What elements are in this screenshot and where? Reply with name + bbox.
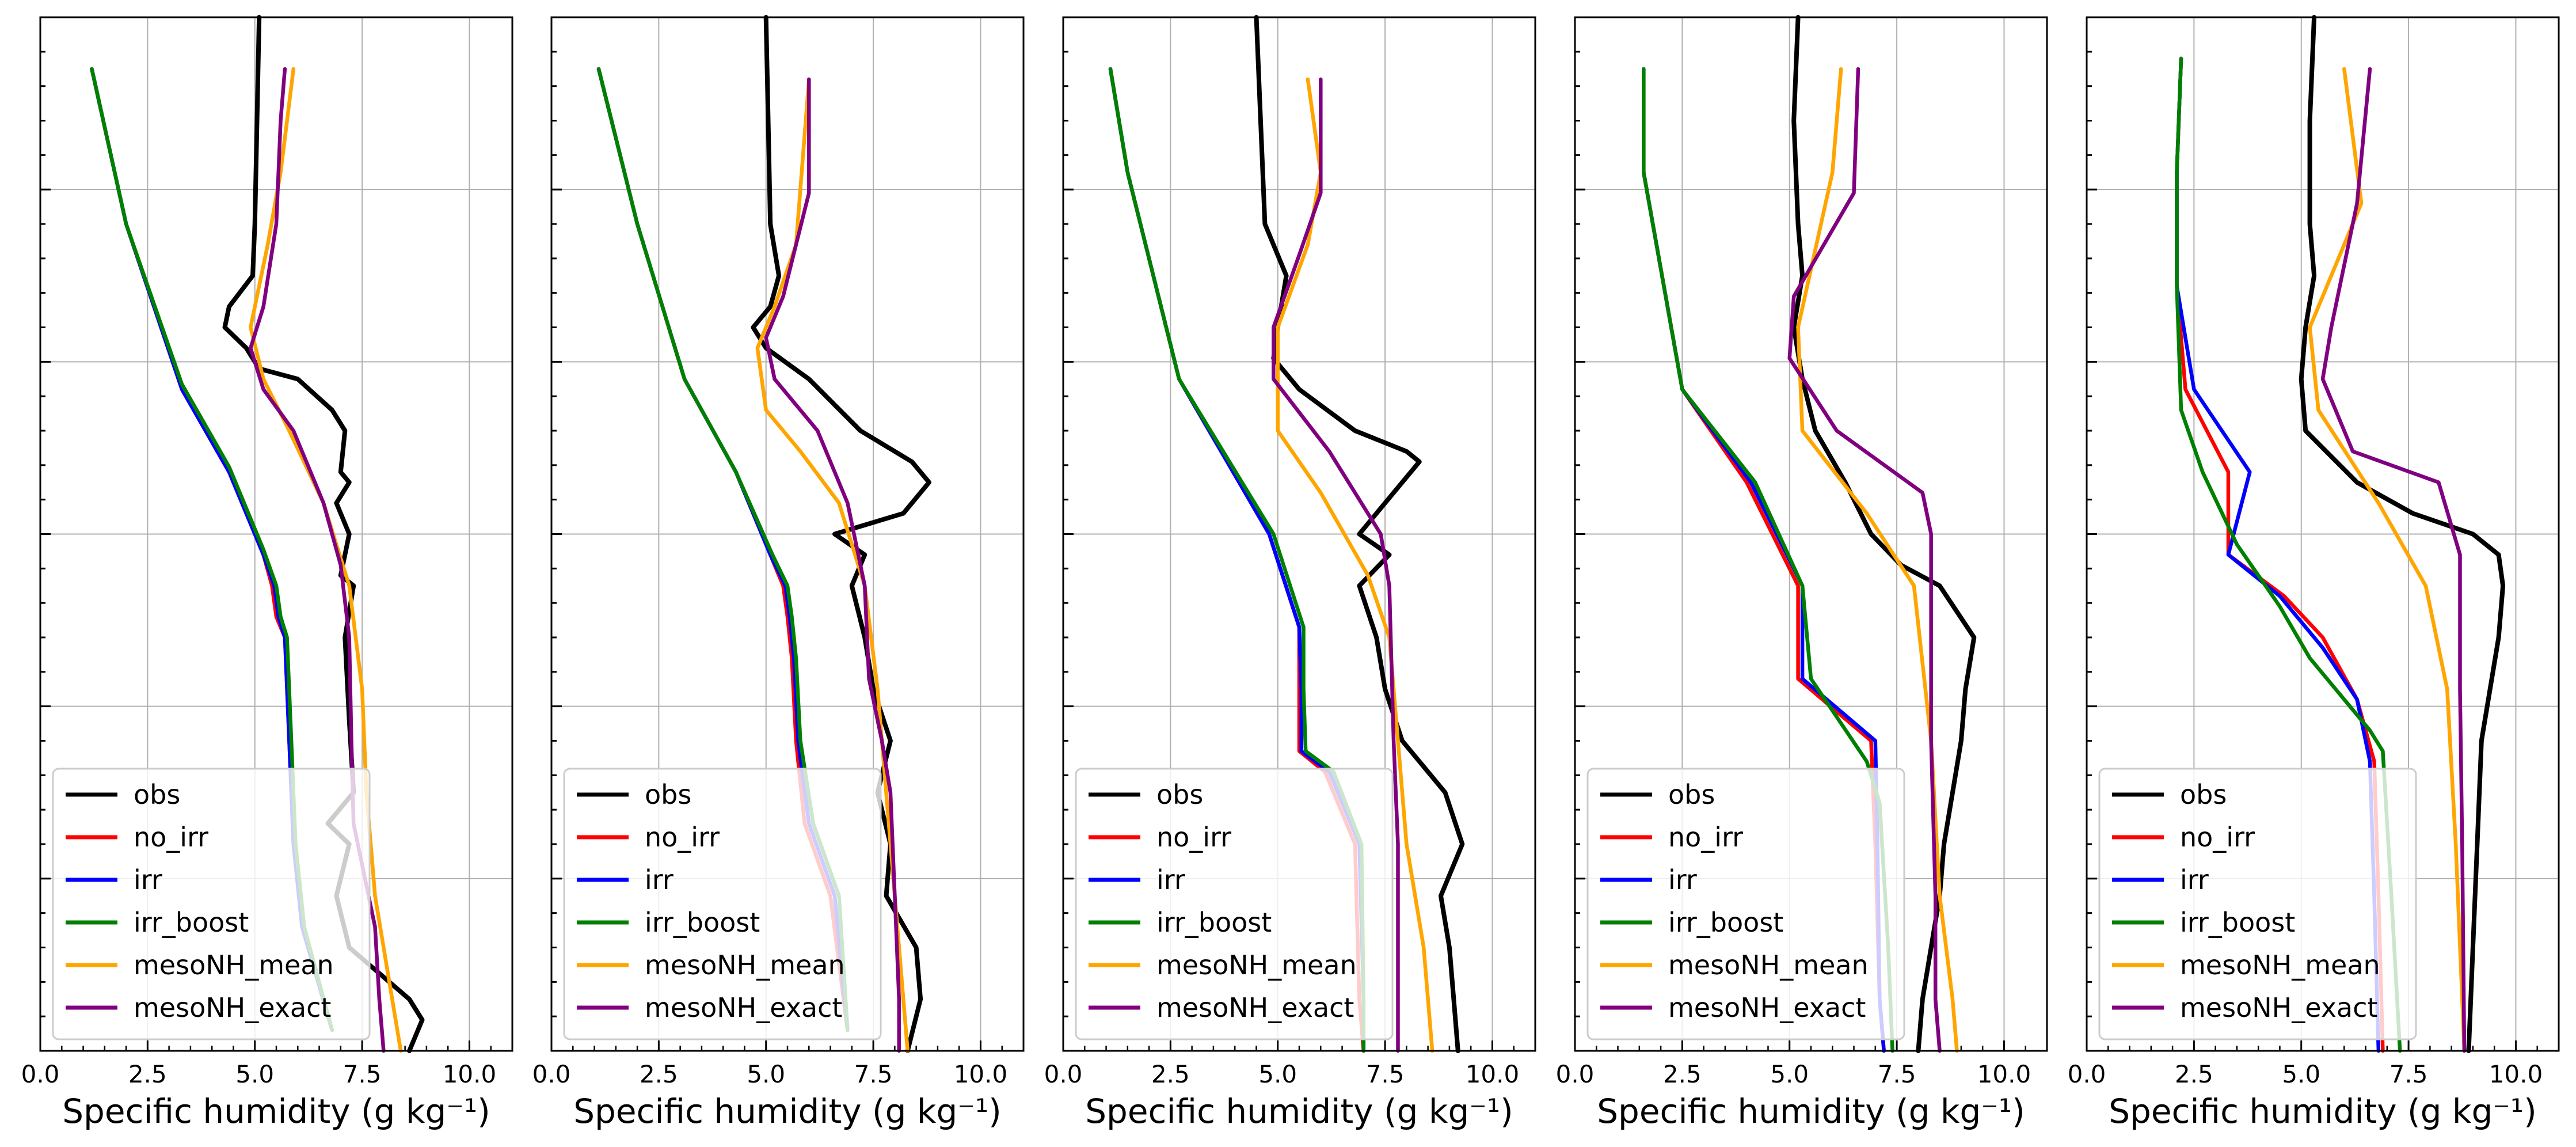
legend-label-obs: obs	[2180, 779, 2227, 810]
legend-label-irr_boost: irr_boost	[134, 907, 249, 938]
x-tick-label: 10.0	[1466, 1060, 1520, 1088]
x-axis-label: Specific humidity (g kg⁻¹)	[62, 1092, 490, 1131]
axes-frame	[1574, 16, 2048, 1052]
x-tick-label: 7.5	[1366, 1060, 1405, 1088]
legend-label-mesoNH_mean: mesoNH_mean	[2180, 949, 2380, 981]
series-line-mesoNH_mean	[1796, 67, 1959, 1053]
x-tick-label: 0.0	[532, 1060, 571, 1088]
axes-frame	[39, 16, 513, 1052]
x-tick-label: 2.5	[1151, 1060, 1190, 1088]
series-line-mesoNH_mean	[2308, 67, 2467, 1053]
legend-box	[1075, 768, 1394, 1040]
legend-label-mesoNH_mean: mesoNH_mean	[1668, 949, 1869, 981]
legend-label-no_irr: no_irr	[645, 822, 720, 853]
legend-label-mesoNH_mean: mesoNH_mean	[134, 949, 334, 981]
x-axis-label: Specific humidity (g kg⁻¹)	[1085, 1092, 1513, 1131]
legend-label-obs: obs	[1668, 779, 1715, 810]
x-tick-label: 0.0	[1556, 1060, 1595, 1088]
series-line-mesoNH_exact	[764, 77, 901, 1053]
axes-frame	[550, 16, 1025, 1052]
x-tick-label: 10.0	[443, 1060, 497, 1088]
x-tick-label: 5.0	[1770, 1060, 1809, 1088]
x-tick-label: 7.5	[2389, 1060, 2428, 1088]
axes-frame	[2086, 16, 2560, 1052]
x-tick-label: 0.0	[2068, 1060, 2106, 1088]
x-tick-label: 0.0	[21, 1060, 60, 1088]
x-tick-label: 0.0	[1044, 1060, 1083, 1088]
x-tick-label: 5.0	[1258, 1060, 1297, 1088]
legend-label-no_irr: no_irr	[1156, 822, 1231, 853]
legend-box	[2098, 768, 2417, 1040]
legend-label-mesoNH_exact: mesoNH_exact	[1156, 992, 1354, 1023]
series-line-mesoNH_exact	[2320, 67, 2467, 1053]
series-line-mesoNH_exact	[249, 67, 386, 1053]
x-tick-label: 2.5	[1663, 1060, 1702, 1088]
x-tick-label: 5.0	[747, 1060, 785, 1088]
axes-frame	[1062, 16, 1536, 1052]
x-tick-label: 10.0	[1977, 1060, 2031, 1088]
legend-label-obs: obs	[134, 779, 180, 810]
legend-label-obs: obs	[645, 779, 691, 810]
legend-label-mesoNH_exact: mesoNH_exact	[134, 992, 331, 1023]
x-axis-label: Specific humidity (g kg⁻¹)	[573, 1092, 1002, 1131]
legend-label-irr: irr	[645, 864, 674, 895]
legend-label-irr: irr	[134, 864, 162, 895]
legend-label-no_irr: no_irr	[1668, 822, 1743, 853]
x-tick-label: 10.0	[954, 1060, 1008, 1088]
series-line-obs	[2299, 15, 2506, 1053]
x-tick-label: 5.0	[2282, 1060, 2320, 1088]
legend-label-no_irr: no_irr	[134, 822, 208, 853]
x-tick-label: 2.5	[640, 1060, 678, 1088]
x-tick-label: 7.5	[343, 1060, 382, 1088]
legend-label-mesoNH_mean: mesoNH_mean	[1156, 949, 1357, 981]
x-tick-label: 7.5	[854, 1060, 893, 1088]
legend-label-irr: irr	[1156, 864, 1185, 895]
legend-label-irr: irr	[2180, 864, 2209, 895]
x-tick-label: 2.5	[2175, 1060, 2213, 1088]
x-tick-label: 10.0	[2489, 1060, 2543, 1088]
legend-label-irr_boost: irr_boost	[1156, 907, 1272, 938]
legend-label-irr: irr	[1668, 864, 1697, 895]
x-tick-label: 5.0	[235, 1060, 274, 1088]
legend-label-irr_boost: irr_boost	[645, 907, 760, 938]
series-line-mesoNH_exact	[1787, 67, 1942, 1053]
legend-label-irr_boost: irr_boost	[1668, 907, 1783, 938]
x-axis-label: Specific humidity (g kg⁻¹)	[2109, 1092, 2537, 1131]
series-line-mesoNH_mean	[1276, 77, 1435, 1053]
legend-box	[1586, 768, 1905, 1040]
legend-label-no_irr: no_irr	[2180, 822, 2255, 853]
legend-box	[563, 768, 882, 1040]
x-tick-label: 7.5	[1878, 1060, 1916, 1088]
x-axis-label: Specific humidity (g kg⁻¹)	[1597, 1092, 2025, 1131]
legend-label-irr_boost: irr_boost	[2180, 907, 2295, 938]
legend-label-mesoNH_exact: mesoNH_exact	[645, 992, 842, 1023]
legend-box	[52, 768, 371, 1040]
x-tick-label: 2.5	[128, 1060, 167, 1088]
legend-label-mesoNH_exact: mesoNH_exact	[1668, 992, 1866, 1023]
legend-label-mesoNH_exact: mesoNH_exact	[2180, 992, 2377, 1023]
series-line-mesoNH_exact	[1272, 77, 1400, 1053]
legend-label-obs: obs	[1156, 779, 1203, 810]
legend-label-mesoNH_mean: mesoNH_mean	[645, 949, 845, 981]
